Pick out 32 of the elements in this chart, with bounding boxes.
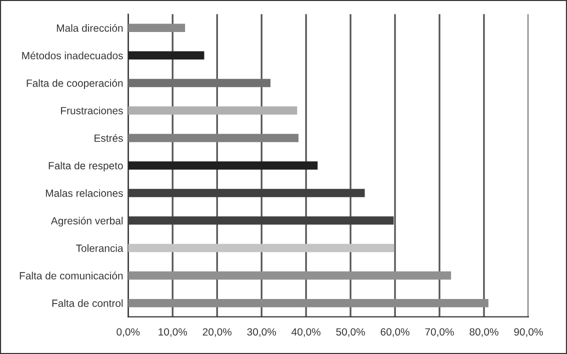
bar	[128, 188, 365, 198]
bar	[128, 216, 394, 225]
bar	[128, 134, 298, 142]
bar	[128, 24, 186, 32]
bar	[128, 298, 488, 308]
bar	[128, 78, 270, 88]
y-tick-label: Falta de respeto	[48, 162, 123, 172]
y-tick-label: Agresión verbal	[50, 216, 123, 227]
x-tick-label: 30,0%	[247, 328, 276, 337]
x-tick-label: 80,0%	[470, 328, 498, 337]
bar	[128, 161, 318, 170]
y-tick-label: Falta de control	[52, 299, 123, 307]
x-tick-label: 50,0%	[336, 328, 365, 337]
y-tick-label: Estrés	[94, 134, 123, 142]
y-tick-label: Falta de comunicación	[20, 272, 123, 280]
x-tick-label: 20,0%	[202, 328, 232, 337]
x-tick-label: 40,0%	[292, 328, 320, 337]
bar	[128, 106, 298, 115]
x-tick-label: 90,0%	[514, 328, 543, 337]
x-tick-label: 10,0%	[158, 328, 188, 337]
x-tick-label: 0,0%	[116, 328, 140, 337]
bar	[128, 244, 394, 252]
y-tick-label: Falta de cooperación	[26, 79, 123, 89]
y-tick-label: Tolerancia	[76, 244, 124, 252]
y-tick-label: Malas relaciones	[46, 189, 123, 197]
x-tick-label: 70,0%	[425, 328, 454, 337]
y-tick-label: Frustraciones	[61, 106, 123, 114]
bar	[128, 271, 452, 280]
y-tick-label: Mala dirección	[56, 24, 123, 32]
y-tick-label: Métodos inadecuados	[22, 52, 123, 60]
x-tick-label: 60,0%	[380, 328, 410, 337]
bar	[128, 51, 204, 60]
